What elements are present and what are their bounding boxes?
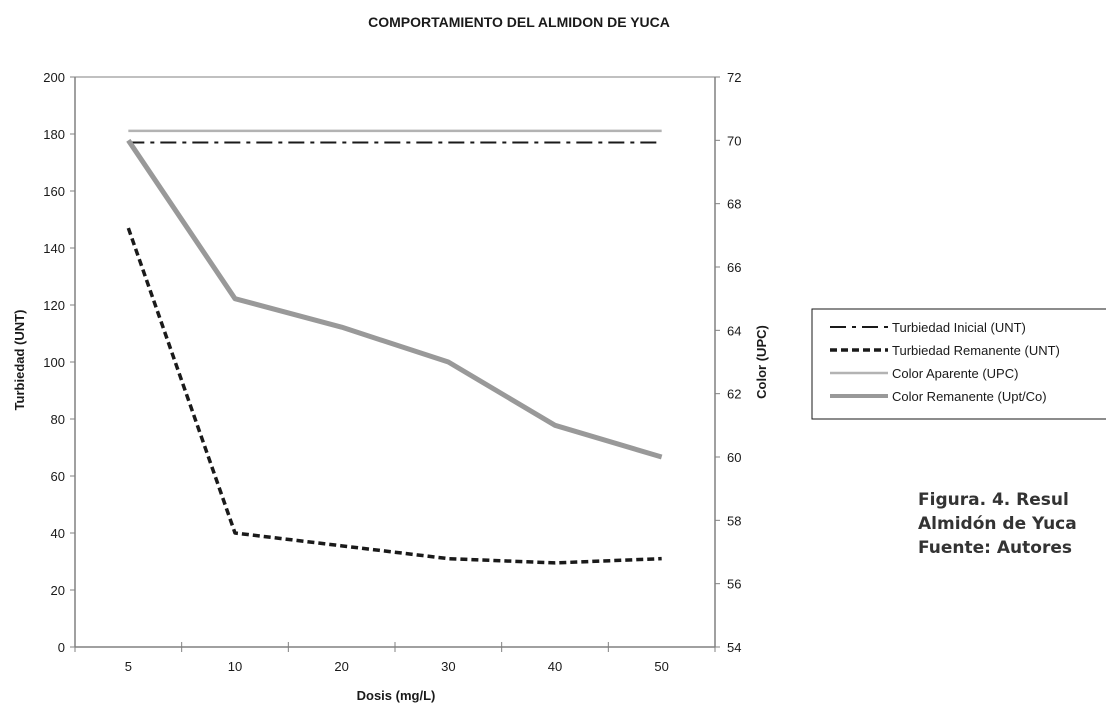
y2-axis: 54 56 58 60 62 64 66 68 70 72 xyxy=(715,70,741,655)
y2-tick-label: 68 xyxy=(727,197,741,212)
y2-tick-label: 62 xyxy=(727,387,741,402)
y-tick-label: 160 xyxy=(43,184,65,199)
x-axis-label: Dosis (mg/L) xyxy=(357,688,436,703)
y2-axis-label: Color (UPC) xyxy=(754,325,769,399)
x-tick-label: 30 xyxy=(441,659,455,674)
legend-label: Color Aparente (UPC) xyxy=(892,366,1018,381)
legend: Turbiedad Inicial (UNT) Turbiedad Remanen… xyxy=(811,308,1106,420)
figure-caption: Figura. 4. Resul Almidón de Yuca Fuente:… xyxy=(918,488,1106,560)
y-tick-label: 80 xyxy=(51,412,65,427)
chart-title: COMPORTAMIENTO DEL ALMIDON DE YUCA xyxy=(368,14,670,30)
y-tick-label: 100 xyxy=(43,355,65,370)
y-tick-label: 40 xyxy=(51,526,65,541)
y2-tick-label: 60 xyxy=(727,450,741,465)
y2-tick-label: 64 xyxy=(727,323,741,338)
y-tick-label: 180 xyxy=(43,127,65,142)
x-tick-label: 20 xyxy=(334,659,348,674)
legend-box xyxy=(811,308,1106,420)
x-tick-label: 50 xyxy=(654,659,668,674)
y2-tick-label: 56 xyxy=(727,577,741,592)
y-axis: 0 20 40 60 80 100 120 140 160 180 200 xyxy=(43,70,75,655)
y-tick-label: 140 xyxy=(43,241,65,256)
x-tick-label: 10 xyxy=(228,659,242,674)
y-axis-label: Turbiedad (UNT) xyxy=(12,310,27,411)
y-tick-label: 60 xyxy=(51,469,65,484)
caption-line-3: Fuente: Autores xyxy=(918,538,1072,558)
series-line-2 xyxy=(126,227,662,565)
legend-label: Turbiedad Inicial (UNT) xyxy=(892,320,1026,335)
x-tick-label: 40 xyxy=(548,659,562,674)
x-tick-label: 5 xyxy=(125,659,132,674)
y-tick-label: 20 xyxy=(51,583,65,598)
y-tick-label: 120 xyxy=(43,298,65,313)
caption-line-1: Figura. 4. Resul xyxy=(918,490,1069,510)
series-line-4 xyxy=(126,138,663,460)
x-axis: 5 10 20 30 40 50 xyxy=(74,642,716,674)
legend-label: Turbiedad Remanente (UNT) xyxy=(892,343,1060,358)
legend-label: Color Remanente (Upt/Co) xyxy=(892,389,1047,404)
caption-line-2: Almidón de Yuca xyxy=(918,514,1077,534)
y2-tick-label: 54 xyxy=(727,640,741,655)
y2-tick-label: 70 xyxy=(727,133,741,148)
series-layer xyxy=(126,129,663,565)
y-tick-label: 200 xyxy=(43,70,65,85)
y-tick-label: 0 xyxy=(58,640,65,655)
y2-tick-label: 58 xyxy=(727,513,741,528)
y2-tick-label: 72 xyxy=(727,70,741,85)
y2-tick-label: 66 xyxy=(727,260,741,275)
